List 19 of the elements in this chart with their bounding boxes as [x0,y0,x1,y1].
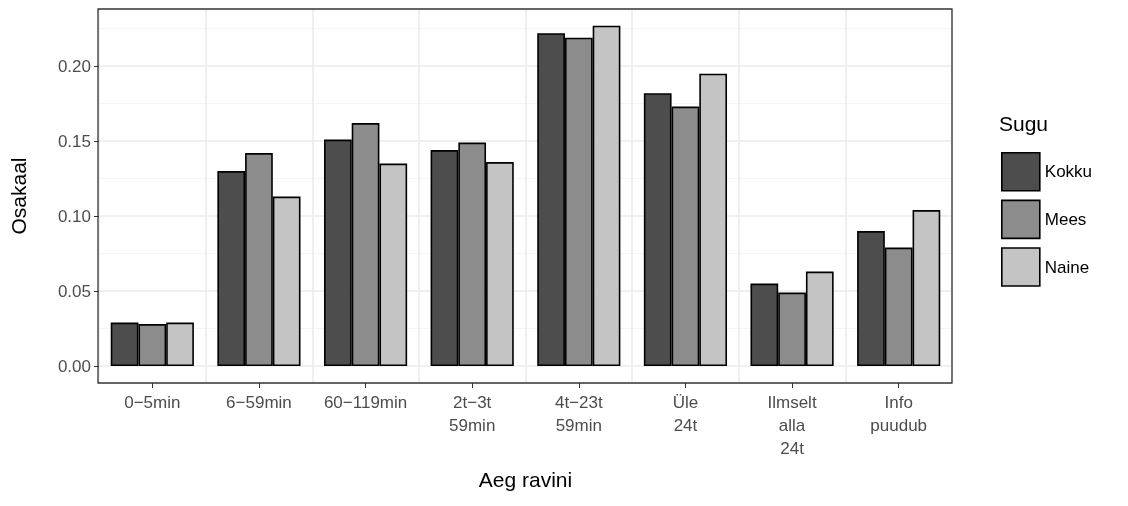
x-tick-label: 4t−23t 59min [554,393,603,435]
legend-title: Sugu [999,112,1049,135]
x-tick-label: 0−5min [124,393,181,412]
legend-label: Kokku [1044,162,1093,182]
y-tick-label: 0.00 [57,356,91,376]
y-tick-label: 0.05 [57,281,91,301]
x-tick-label: 60−119min [323,393,408,412]
x-tick-label: 2t−3t 59min [449,393,496,435]
x-tick-label: Üle 24t [672,393,699,435]
legend-label: Naine [1044,257,1090,277]
y-tick-label: 0.20 [57,56,91,76]
x-tick-label: Ilmselt alla 24t [767,393,817,458]
x-axis-title: Aeg ravini [478,468,573,491]
legend-label: Mees [1044,209,1087,229]
x-tick-label: Info puudub [870,393,928,435]
y-axis-title: Osakaal [7,157,30,235]
x-tick-label: 6−59min [226,393,292,412]
y-tick-label: 0.10 [57,206,91,226]
y-tick-label: 0.15 [57,131,91,151]
